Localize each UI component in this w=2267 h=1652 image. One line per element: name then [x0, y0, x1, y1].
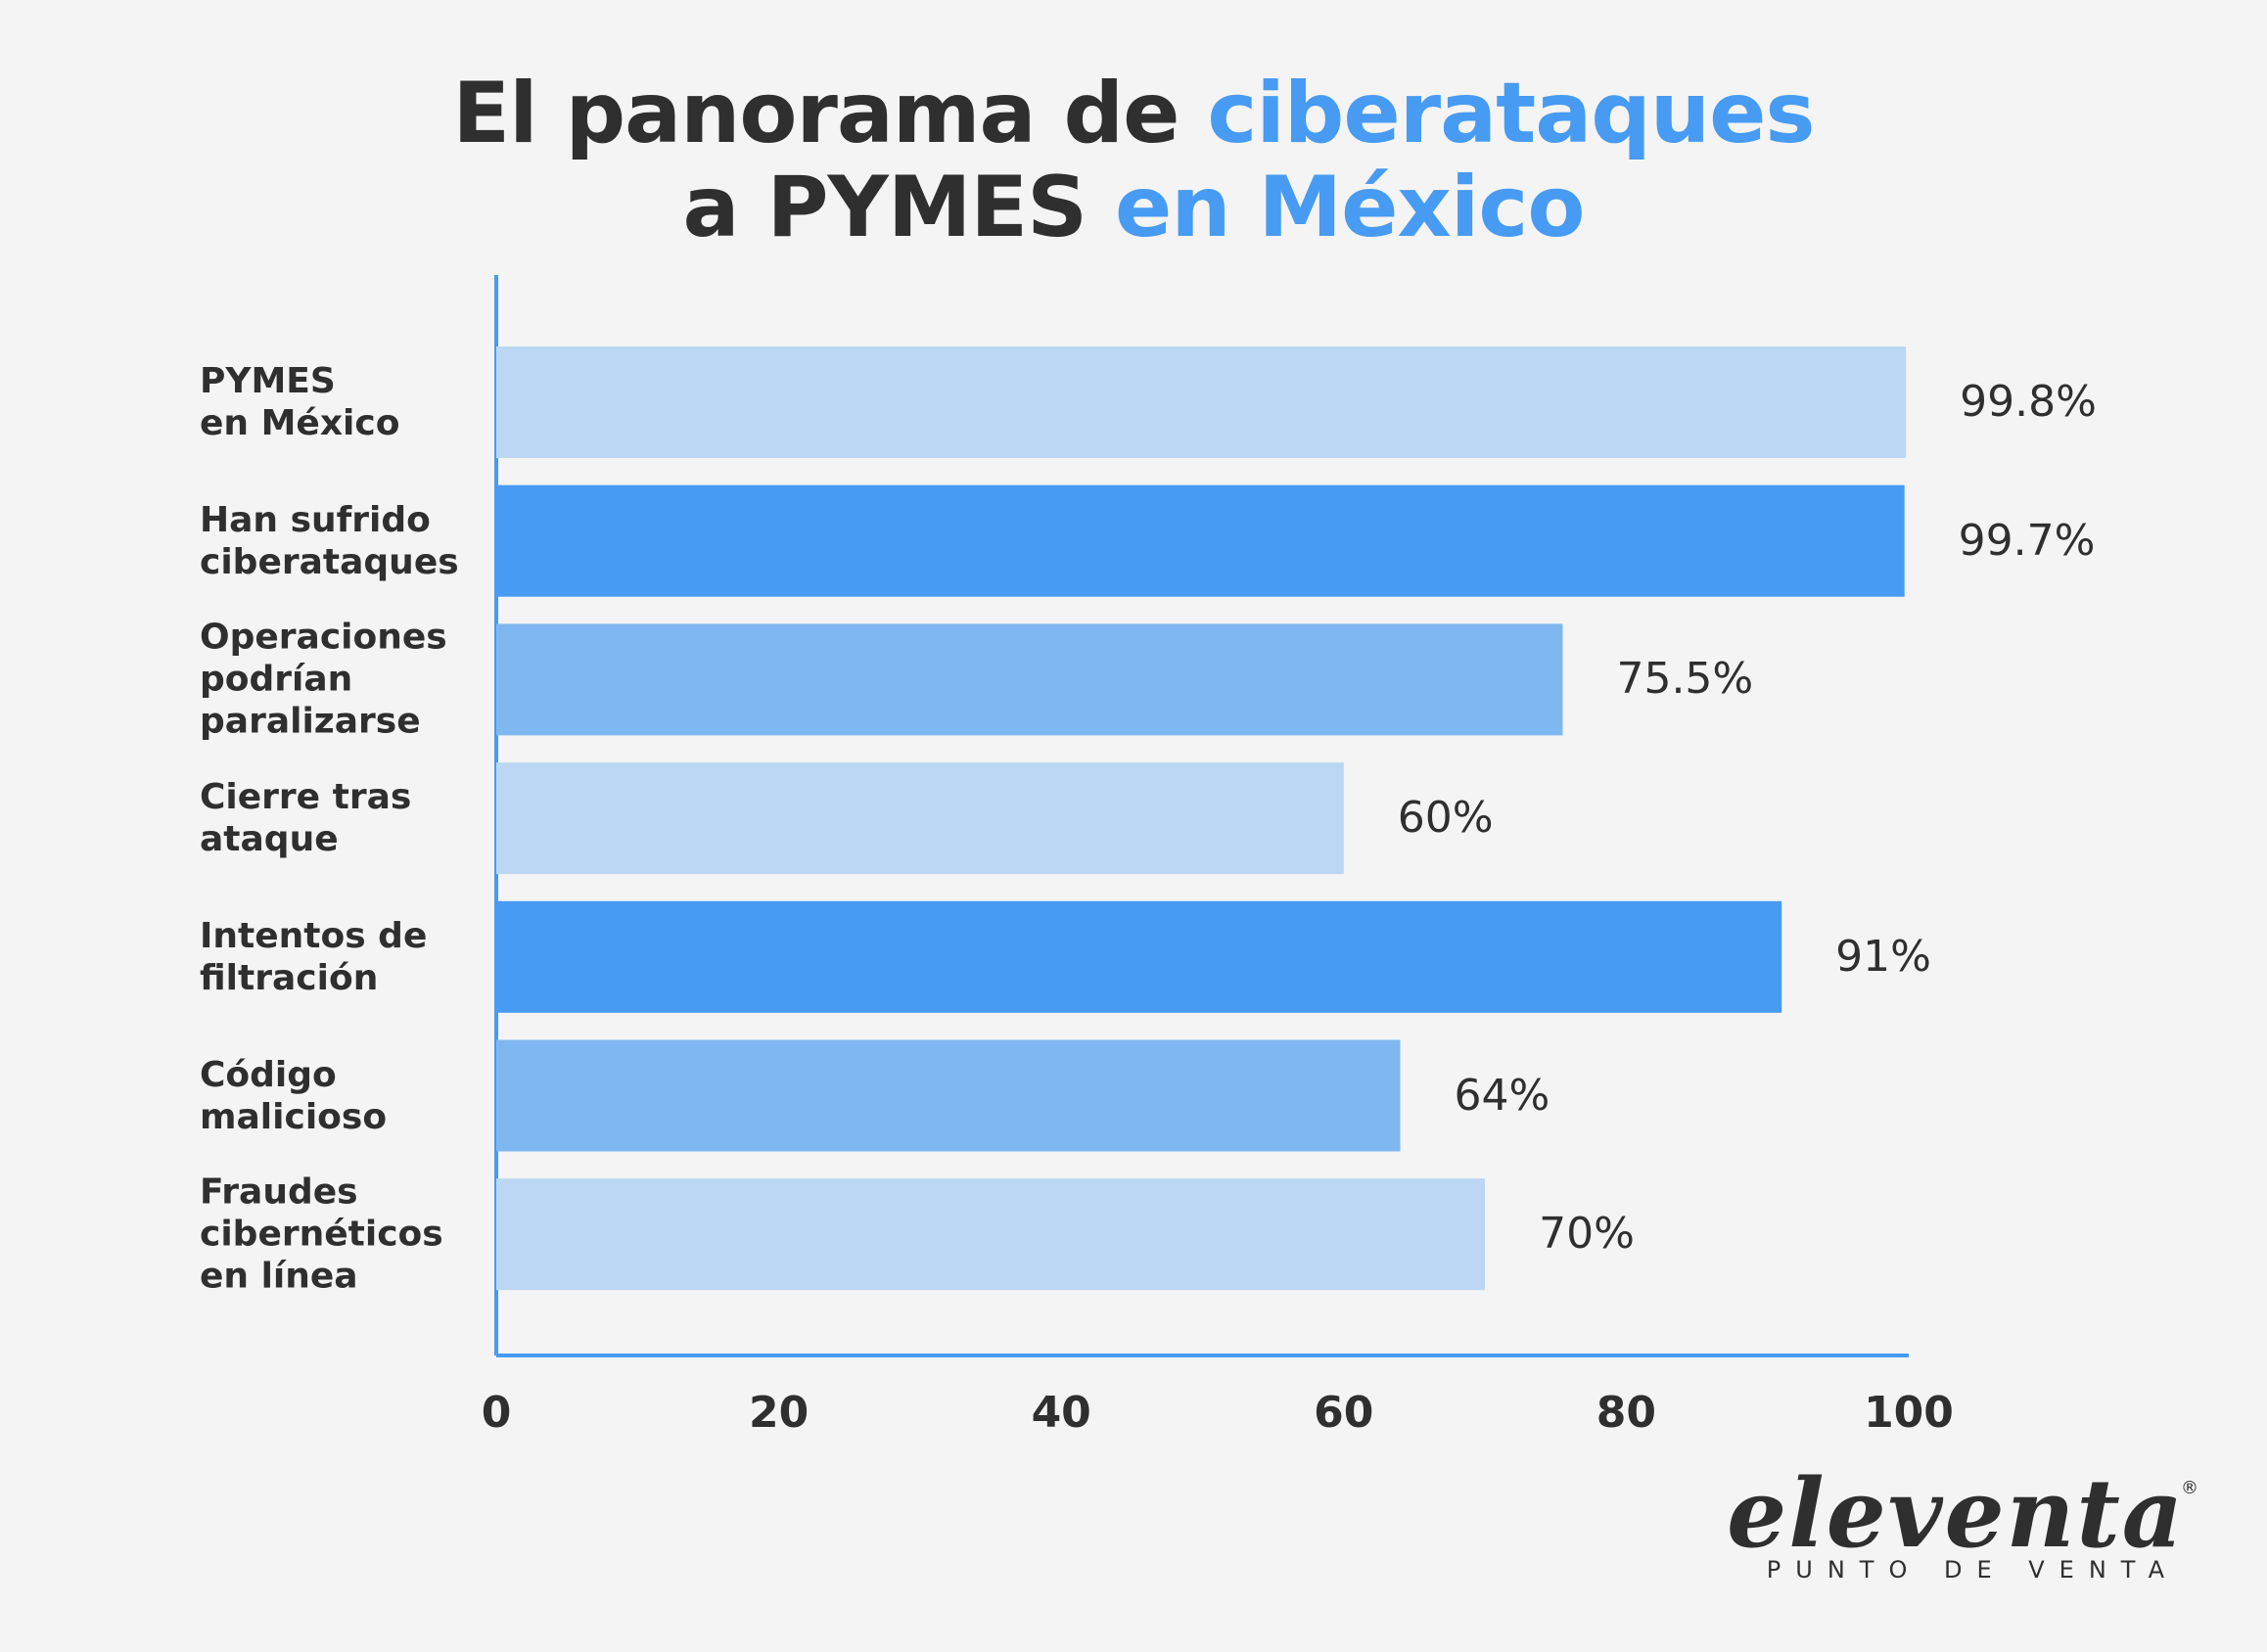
x-tick-label: 40 — [1031, 1388, 1091, 1438]
x-tick-label: 20 — [748, 1388, 810, 1438]
x-tick-label: 100 — [1864, 1388, 1954, 1438]
bar — [496, 346, 1907, 458]
value-label: 99.8% — [1960, 377, 2097, 427]
value-label: 91% — [1835, 931, 1931, 982]
title-part: en México — [1115, 159, 1585, 256]
logo-tagline: PUNTO DE VENTA — [1766, 1556, 2179, 1583]
category-label: Intentos de filtración — [200, 915, 428, 998]
category-label: Código malicioso — [200, 1054, 388, 1137]
category-label: Cierre tras ataque — [200, 777, 412, 860]
logo-name: eleventa — [1727, 1458, 2185, 1569]
logo-mark: ® — [2181, 1478, 2198, 1498]
value-label: 75.5% — [1616, 654, 1754, 705]
category-label: Operaciones podrían paralizarse — [200, 617, 447, 742]
title-line: a PYMES en México — [0, 161, 2267, 254]
value-label: 64% — [1454, 1070, 1550, 1121]
title-part: ciberataques — [1207, 65, 1815, 162]
bar — [496, 762, 1344, 875]
category-label: Fraudes cibernéticos en línea — [200, 1171, 443, 1297]
category-label: Han sufrido ciberataques — [200, 499, 459, 582]
value-label: 70% — [1539, 1209, 1635, 1260]
bar — [496, 1178, 1486, 1291]
value-label: 60% — [1397, 793, 1494, 844]
bar — [496, 484, 1905, 597]
x-tick-label: 80 — [1596, 1388, 1657, 1438]
bar — [496, 1039, 1401, 1152]
x-tick-label: 60 — [1314, 1388, 1374, 1438]
title-part: a PYMES — [682, 159, 1116, 256]
bar — [496, 900, 1782, 1013]
title-line: El panorama de ciberataques — [0, 67, 2267, 161]
value-label: 99.7% — [1958, 515, 2096, 566]
title-part: El panorama de — [452, 65, 1208, 162]
x-tick-label: 0 — [481, 1388, 512, 1438]
bar — [496, 623, 1563, 736]
category-label: PYMES en México — [200, 361, 400, 443]
